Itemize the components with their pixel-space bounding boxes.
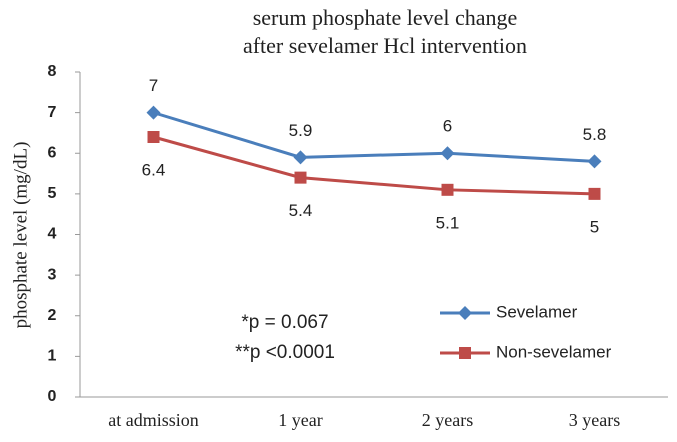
marker xyxy=(146,105,161,120)
y-tick-label: 8 xyxy=(48,63,57,80)
marker xyxy=(587,154,602,169)
data-label: 5.8 xyxy=(583,125,607,144)
series-line xyxy=(153,135,595,196)
data-label: 5.4 xyxy=(289,201,313,220)
x-tick-label: 1 year xyxy=(278,410,322,430)
x-tick-label: at admission xyxy=(108,410,199,430)
legend-marker xyxy=(458,306,472,320)
data-label: 6.4 xyxy=(142,160,166,179)
legend-label: Sevelamer xyxy=(496,302,578,321)
annotation: **p <0.0001 xyxy=(235,342,335,363)
marker xyxy=(440,146,455,161)
marker xyxy=(294,171,307,184)
y-tick-label: 4 xyxy=(48,226,57,243)
y-tick-label: 2 xyxy=(48,307,57,324)
chart-title: after sevelamer Hcl intervention xyxy=(243,33,527,58)
data-label: 6 xyxy=(443,117,452,136)
data-label: 5 xyxy=(590,217,599,236)
marker xyxy=(588,187,601,200)
data-label: 5.1 xyxy=(436,213,460,232)
y-tick-label: 3 xyxy=(48,266,57,283)
data-label: 5.9 xyxy=(289,121,313,140)
series-line xyxy=(153,111,595,163)
y-tick-label: 6 xyxy=(48,144,57,161)
marker xyxy=(147,131,160,143)
legend-label: Non-sevelamer xyxy=(496,342,612,361)
y-tick-label: 5 xyxy=(48,185,57,202)
marker xyxy=(293,150,308,165)
y-axis-label: phosphate level (mg/dL) xyxy=(10,142,31,329)
marker xyxy=(441,183,454,196)
y-tick-label: 0 xyxy=(48,388,57,405)
legend-marker xyxy=(459,347,471,359)
y-tick-label: 7 xyxy=(48,104,57,121)
data-label: 7 xyxy=(149,76,158,95)
annotation: *p = 0.067 xyxy=(241,312,328,333)
x-tick-label: 3 years xyxy=(569,410,620,430)
chart-title: serum phosphate level change xyxy=(253,5,518,30)
y-tick-label: 1 xyxy=(48,348,57,365)
x-tick-label: 2 years xyxy=(422,410,473,430)
